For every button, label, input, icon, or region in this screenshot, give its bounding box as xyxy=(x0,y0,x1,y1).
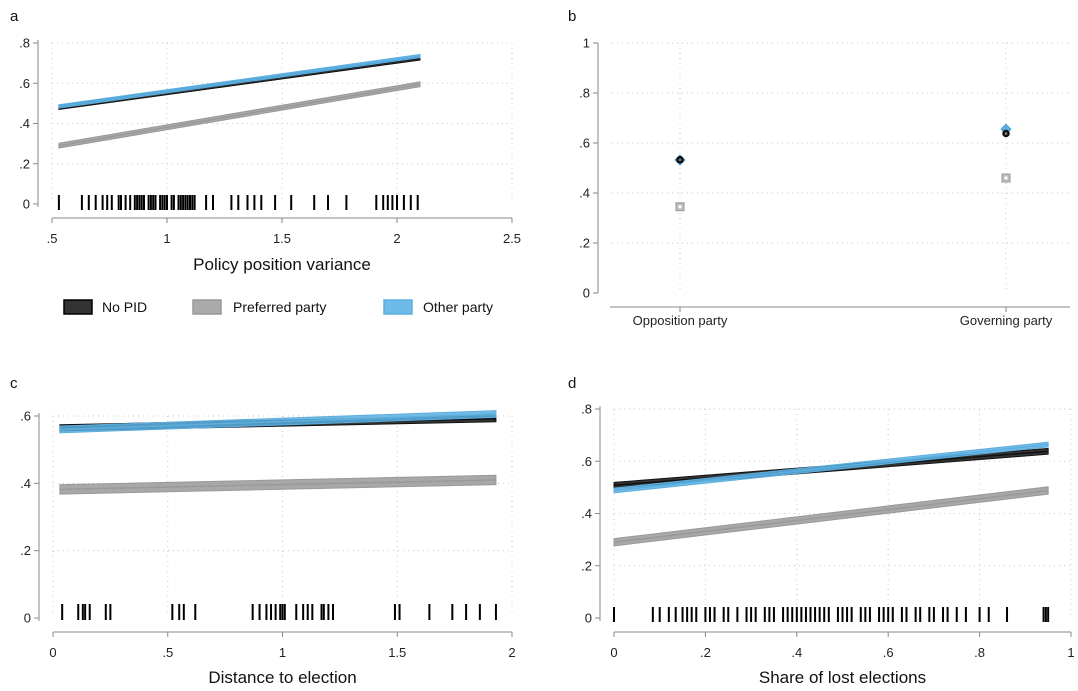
x-category-label: Opposition party xyxy=(633,313,728,328)
y-tick-label: .4 xyxy=(20,476,31,491)
y-tick-label: .2 xyxy=(20,543,31,558)
y-tick-label: 0 xyxy=(24,611,31,626)
x-tick-label: 1 xyxy=(163,231,170,246)
legend: No PID Preferred party Other party xyxy=(63,299,493,315)
legend-swatch-preferred-party xyxy=(192,299,222,315)
x-tick-label: .5 xyxy=(47,231,58,246)
panel-letter: b xyxy=(568,8,576,25)
y-tick-label: .6 xyxy=(581,454,592,469)
y-tick-label: .8 xyxy=(579,86,590,101)
y-tick-label: .8 xyxy=(19,36,30,51)
panel-b-party-status: b 0 .2 .4 .6 .8 1 Opposition party Governing par… xyxy=(568,8,1070,328)
x-axis-title: Share of lost elections xyxy=(759,668,926,687)
x-category-label: Governing party xyxy=(960,313,1053,328)
legend-label-other-party: Other party xyxy=(423,299,493,315)
x-tick-label: .8 xyxy=(974,645,985,660)
panel-letter: a xyxy=(10,8,19,25)
x-tick-label: 2.5 xyxy=(503,231,521,246)
panel-letter: d xyxy=(568,375,576,392)
y-tick-label: .2 xyxy=(579,236,590,251)
y-tick-label: .4 xyxy=(19,116,30,131)
y-tick-label: .6 xyxy=(19,76,30,91)
legend-label-preferred-party: Preferred party xyxy=(233,299,326,315)
series-line-preferred-party xyxy=(613,489,1049,543)
y-tick-label: .6 xyxy=(20,409,31,424)
y-tick-label: 0 xyxy=(585,611,592,626)
x-tick-label: .4 xyxy=(791,645,802,660)
point-preferred-party-center xyxy=(678,205,682,209)
y-tick-label: 0 xyxy=(583,286,590,301)
x-tick-label: 1 xyxy=(279,645,286,660)
point-preferred-party-center xyxy=(1004,176,1008,180)
legend-swatch-no-pid xyxy=(63,299,93,315)
legend-swatch-other-party xyxy=(383,299,413,315)
x-tick-label: .2 xyxy=(700,645,711,660)
panel-d-share-lost-elections: d 0 .2 .4 .6 .8 0 .2 .4 .6 .8 1 Share of lost electi… xyxy=(568,375,1075,687)
x-tick-label: 0 xyxy=(610,645,617,660)
y-tick-label: .4 xyxy=(579,186,590,201)
series-line-preferred-party xyxy=(58,83,421,147)
x-tick-label: 2 xyxy=(508,645,515,660)
series-line-other-party xyxy=(58,55,421,108)
x-tick-label: 2 xyxy=(393,231,400,246)
y-tick-label: .6 xyxy=(579,136,590,151)
x-axis-title: Distance to election xyxy=(208,668,356,687)
x-tick-label: 1 xyxy=(1067,645,1074,660)
y-tick-label: .4 xyxy=(581,506,592,521)
y-tick-label: .2 xyxy=(581,558,592,573)
y-tick-label: 1 xyxy=(583,36,590,51)
legend-label-no-pid: No PID xyxy=(102,299,147,315)
x-tick-label: 1.5 xyxy=(273,231,291,246)
series-line-preferred-party xyxy=(59,479,496,491)
x-tick-label: .6 xyxy=(883,645,894,660)
point-no-pid-center xyxy=(1004,132,1008,135)
y-tick-label: 0 xyxy=(23,197,30,212)
x-tick-label: 1.5 xyxy=(388,645,406,660)
x-tick-label: 0 xyxy=(49,645,56,660)
y-tick-label: .2 xyxy=(19,156,30,171)
panel-letter: c xyxy=(10,375,18,392)
panel-c-distance-to-election: c 0 .2 .4 .6 0 .5 1 1.5 2 Distance to election xyxy=(10,375,516,687)
series-line-other-party xyxy=(613,443,1049,492)
y-tick-label: .8 xyxy=(581,402,592,417)
x-tick-label: .5 xyxy=(162,645,173,660)
series-line-other-party xyxy=(59,413,496,431)
point-no-pid-center xyxy=(678,158,682,162)
x-axis-title: Policy position variance xyxy=(193,255,371,274)
panel-a-policy-variance: a 0 .2 .4 .6 .8 .5 1 1.5 2 2.5 Policy position vari… xyxy=(10,8,521,274)
